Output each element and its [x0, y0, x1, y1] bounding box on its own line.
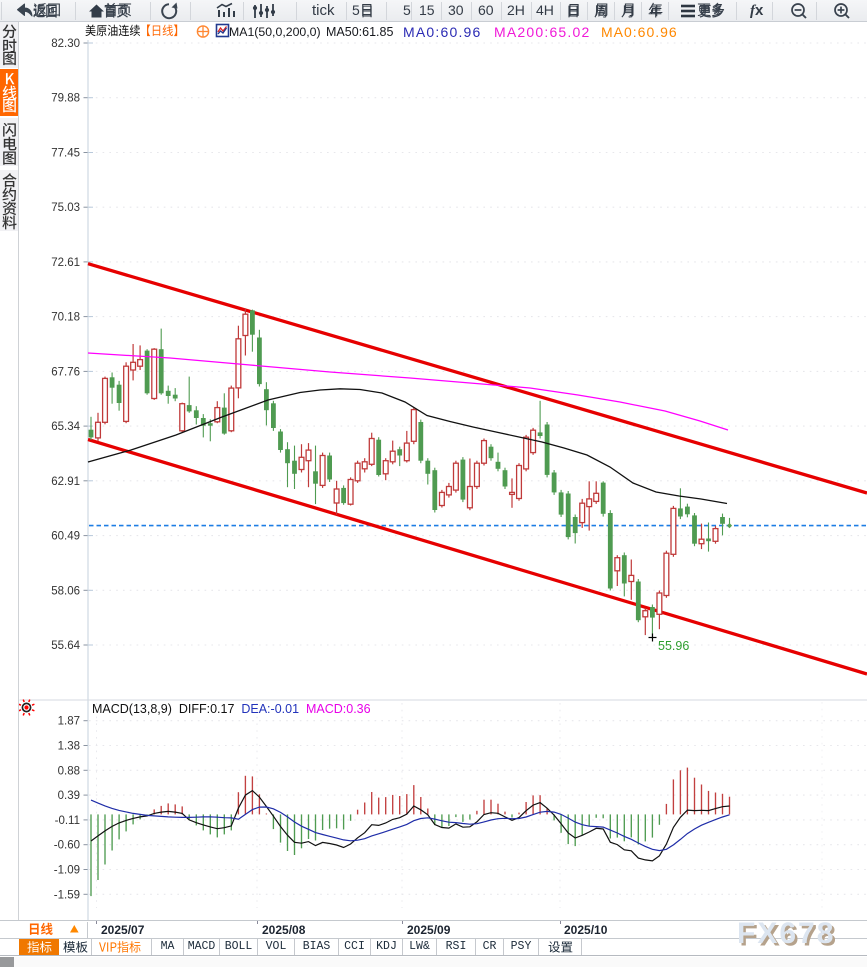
svg-text:0.88: 0.88 [58, 765, 80, 777]
svg-text:-1.09: -1.09 [54, 865, 80, 877]
svg-text:-1.59: -1.59 [54, 889, 80, 901]
svg-text:79.88: 79.88 [51, 93, 80, 105]
svg-text:-0.60: -0.60 [54, 840, 80, 852]
svg-text:60.49: 60.49 [51, 531, 80, 543]
svg-text:77.45: 77.45 [51, 148, 80, 160]
svg-text:72.61: 72.61 [51, 257, 80, 269]
svg-text:55.96: 55.96 [658, 639, 689, 653]
svg-text:75.03: 75.03 [51, 202, 80, 214]
svg-text:1.38: 1.38 [58, 741, 80, 753]
svg-text:58.06: 58.06 [51, 585, 80, 597]
svg-text:0.39: 0.39 [58, 790, 80, 802]
svg-text:62.91: 62.91 [51, 476, 80, 488]
svg-text:67.76: 67.76 [51, 366, 80, 378]
svg-text:55.64: 55.64 [51, 640, 80, 652]
svg-text:1.87: 1.87 [58, 716, 80, 728]
svg-text:MACD(13,8,9) DIFF:0.17 DEA:-: MACD(13,8,9) DIFF:0.17 DEA:-0.01 MACD:0.… [92, 702, 371, 716]
svg-text:65.34: 65.34 [51, 421, 80, 433]
svg-text:-0.11: -0.11 [55, 815, 80, 827]
svg-text:82.30: 82.30 [51, 38, 80, 50]
svg-text:70.18: 70.18 [51, 312, 80, 324]
